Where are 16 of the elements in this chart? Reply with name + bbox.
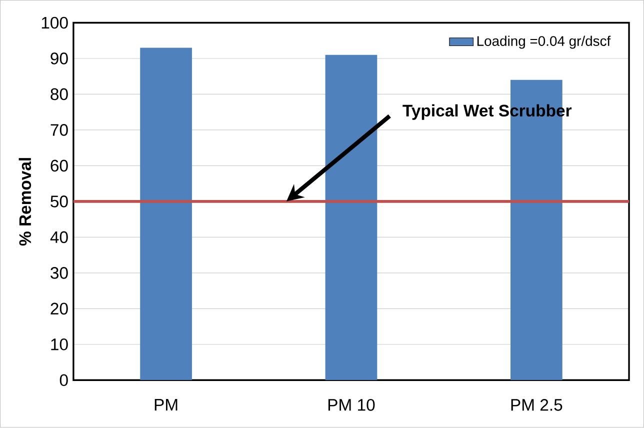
- y-tick-label: 30: [50, 267, 68, 279]
- y-tick-label: 10: [51, 338, 68, 350]
- x-tick-label: PM 2.5: [511, 399, 562, 411]
- y-tick-label: 0: [60, 374, 68, 386]
- legend-label: Loading =0.04 gr/dscf: [477, 36, 611, 49]
- y-tick-label: 20: [50, 302, 68, 315]
- y-axis-title: % Removal: [18, 158, 32, 246]
- y-tick-label: 90: [50, 52, 68, 65]
- x-tick-label: PM: [154, 399, 178, 411]
- y-tick-label: 40: [50, 231, 68, 244]
- y-tick-label: 80: [50, 88, 68, 100]
- y-tick-label: 70: [50, 124, 68, 136]
- y-tick-label: 60: [50, 160, 68, 172]
- y-tick-label: 100: [42, 16, 68, 29]
- x-tick-label: PM 10: [328, 399, 375, 411]
- y-tick-label: 50: [50, 196, 68, 208]
